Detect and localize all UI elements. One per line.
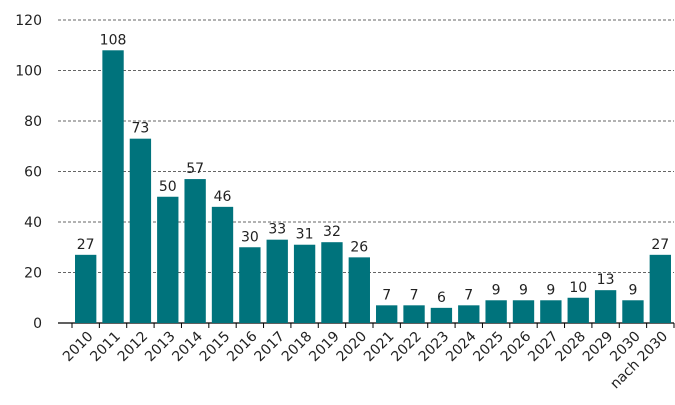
bar — [348, 257, 370, 323]
data-label: 50 — [159, 179, 177, 195]
y-tick-label: 120 — [15, 13, 42, 29]
data-label: 108 — [100, 32, 127, 48]
data-label: 9 — [492, 282, 501, 298]
x-tick-label: 2027 — [525, 329, 562, 366]
x-tick-label: 2026 — [498, 328, 535, 365]
y-tick-label: 60 — [24, 165, 42, 181]
x-tick-label: 2017 — [252, 329, 289, 366]
x-tick-label: 2023 — [416, 329, 453, 366]
x-tick-label: 2025 — [470, 329, 507, 366]
data-label: 27 — [77, 237, 95, 253]
data-label: 9 — [519, 282, 528, 298]
data-label: 9 — [546, 282, 555, 298]
data-label: 6 — [437, 290, 446, 306]
data-label: 7 — [464, 287, 473, 303]
x-tick-label: 2015 — [197, 329, 234, 366]
x-tick-label: 2018 — [279, 329, 316, 366]
data-label: 46 — [214, 189, 232, 205]
data-label: 31 — [296, 227, 314, 243]
data-label: 9 — [628, 282, 637, 298]
x-tick-label: 2016 — [224, 328, 261, 365]
bar — [184, 179, 206, 323]
x-tick-label: 2010 — [60, 329, 97, 366]
bar — [102, 50, 124, 324]
x-tick-label: 2011 — [87, 329, 124, 366]
x-tick-label: 2028 — [553, 329, 590, 366]
data-label: 30 — [241, 229, 259, 245]
x-tick-label: 2021 — [361, 329, 398, 366]
bar — [211, 206, 234, 323]
bar — [75, 254, 97, 323]
x-tick-label: 2014 — [169, 328, 206, 365]
y-tick-label: 80 — [24, 114, 42, 130]
y-tick-label: 100 — [15, 64, 42, 80]
bar — [376, 305, 398, 323]
bar — [293, 244, 316, 323]
data-label: 27 — [651, 237, 669, 253]
bar — [430, 307, 453, 323]
data-label: 26 — [350, 239, 368, 255]
bar — [239, 247, 261, 323]
bar — [321, 242, 343, 323]
bar — [622, 300, 644, 323]
y-tick-label: 20 — [24, 266, 42, 282]
data-label: 13 — [597, 272, 615, 288]
bar — [512, 300, 535, 323]
data-label: 32 — [323, 224, 341, 240]
x-tick-label: 2022 — [388, 329, 425, 366]
x-tick-label: 2013 — [142, 329, 179, 366]
y-tick-label: 0 — [33, 316, 42, 332]
data-label: 7 — [382, 287, 391, 303]
bar — [458, 305, 480, 323]
x-tick-label: 2020 — [334, 329, 371, 366]
data-label: 57 — [186, 161, 204, 177]
y-tick-label: 40 — [24, 215, 42, 231]
bar — [129, 138, 152, 323]
x-tick-label: 2029 — [580, 329, 617, 366]
data-label: 73 — [131, 121, 149, 137]
data-label: 10 — [569, 280, 587, 296]
bar — [485, 300, 507, 323]
bar — [266, 239, 288, 323]
data-label: 7 — [410, 287, 419, 303]
data-label: 33 — [268, 222, 286, 238]
x-tick-label: 2012 — [115, 329, 152, 366]
bar — [540, 300, 562, 323]
x-tick-label: 2019 — [306, 329, 343, 366]
bar — [594, 290, 617, 323]
bar — [649, 254, 671, 323]
bar — [403, 305, 425, 323]
bar — [157, 196, 179, 323]
bar — [567, 297, 589, 323]
x-tick-label: 2024 — [443, 328, 480, 365]
